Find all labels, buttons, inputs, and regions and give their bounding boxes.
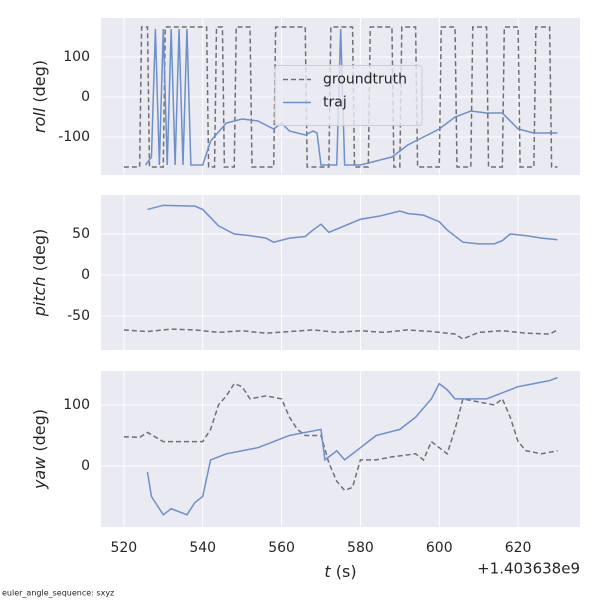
series-line [147,204,558,245]
y-tick-label: 0 [81,458,90,474]
y-tick-label: -100 [58,129,90,145]
y-axis-label: roll (deg) [30,60,49,133]
y-tick-label: 100 [63,49,90,65]
x-tick-label: 540 [189,540,216,556]
plot-area [101,195,580,350]
legend-label: traj [323,95,347,111]
y-axis-label: pitch (deg) [30,229,49,318]
y-tick-label: -50 [67,308,90,324]
x-axis-label: t (s) [324,562,356,581]
x-tick-label: 580 [347,540,374,556]
y-axis-label: yaw (deg) [30,409,49,490]
y-tick-label: 50 [72,226,90,242]
series-line [123,26,558,168]
series-line [144,28,558,166]
x-tick-label: 520 [110,540,137,556]
series-line [146,376,558,516]
y-tick-label: 100 [63,397,90,413]
plot-area [101,371,580,527]
x-tick-label: 620 [505,540,532,556]
x-tick-label: 600 [426,540,453,556]
legend-label: groundtruth [323,72,407,88]
legend: groundtruth traj [274,65,423,126]
legend-box [274,65,423,126]
x-tick-label: 560 [268,540,295,556]
y-tick-label: 0 [81,267,90,283]
x-offset-label: +1.403638e9 [477,560,580,578]
y-tick-label: 0 [81,89,90,105]
footer-note: euler_angle_sequence: sxyz [2,589,114,598]
